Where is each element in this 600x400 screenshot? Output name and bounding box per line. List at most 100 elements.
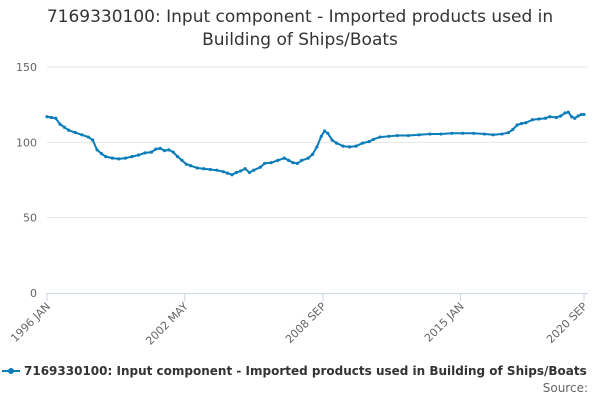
data-point-0-13[interactable] xyxy=(110,156,114,160)
data-point-0-1[interactable] xyxy=(49,115,53,120)
data-point-0-19[interactable] xyxy=(149,150,154,154)
data-point-0-88[interactable] xyxy=(563,111,567,115)
data-point-0-64[interactable] xyxy=(378,135,382,139)
data-point-0-11[interactable] xyxy=(99,152,104,156)
data-point-0-59[interactable] xyxy=(347,145,352,149)
data-point-0-42[interactable] xyxy=(263,161,267,166)
data-point-0-85[interactable] xyxy=(548,115,552,119)
data-point-0-0[interactable] xyxy=(45,115,49,119)
data-point-0-2[interactable] xyxy=(54,116,58,120)
data-point-0-23[interactable] xyxy=(167,148,171,152)
legend[interactable]: 7169330100: Input component - Imported p… xyxy=(2,364,587,378)
data-point-0-84[interactable] xyxy=(543,116,548,120)
data-point-0-93[interactable] xyxy=(579,112,583,117)
x-tick-label-1: 2002 MAY xyxy=(143,300,191,348)
data-point-0-70[interactable] xyxy=(439,132,443,136)
data-point-0-26[interactable] xyxy=(180,158,184,163)
data-point-0-90[interactable] xyxy=(569,115,574,119)
data-point-0-94[interactable] xyxy=(582,112,586,117)
data-point-0-4[interactable] xyxy=(62,125,67,129)
data-point-0-17[interactable] xyxy=(136,153,141,157)
data-point-0-50[interactable] xyxy=(306,156,310,160)
data-point-0-66[interactable] xyxy=(395,133,400,138)
data-point-0-41[interactable] xyxy=(258,165,262,169)
data-point-0-67[interactable] xyxy=(406,133,410,138)
data-point-0-21[interactable] xyxy=(158,146,162,150)
data-point-0-74[interactable] xyxy=(482,132,487,136)
data-point-0-75[interactable] xyxy=(491,133,495,137)
data-point-0-89[interactable] xyxy=(566,110,570,114)
data-point-0-55[interactable] xyxy=(326,131,330,135)
data-point-0-68[interactable] xyxy=(417,133,421,137)
chart-title: 7169330100: Input component - Imported p… xyxy=(0,6,600,52)
data-point-0-60[interactable] xyxy=(354,144,358,148)
series-line-0[interactable] xyxy=(46,111,584,176)
data-point-0-92[interactable] xyxy=(576,114,580,118)
data-point-0-14[interactable] xyxy=(117,157,121,161)
data-point-0-38[interactable] xyxy=(243,167,247,171)
data-point-0-43[interactable] xyxy=(269,161,273,165)
data-point-0-5[interactable] xyxy=(67,128,71,132)
data-point-0-24[interactable] xyxy=(171,150,175,154)
data-point-0-22[interactable] xyxy=(162,149,167,153)
data-point-0-3[interactable] xyxy=(58,122,62,126)
data-point-0-78[interactable] xyxy=(511,127,515,132)
data-point-0-83[interactable] xyxy=(537,117,541,121)
data-point-0-69[interactable] xyxy=(428,132,432,136)
data-point-0-48[interactable] xyxy=(295,161,299,166)
data-point-0-20[interactable] xyxy=(154,147,158,151)
data-point-0-86[interactable] xyxy=(554,115,558,120)
data-point-0-79[interactable] xyxy=(515,123,519,127)
data-point-0-76[interactable] xyxy=(500,132,504,136)
data-point-0-9[interactable] xyxy=(91,138,95,142)
data-point-0-10[interactable] xyxy=(95,148,99,152)
data-point-0-28[interactable] xyxy=(189,164,193,168)
data-point-0-35[interactable] xyxy=(230,173,234,177)
data-point-0-52[interactable] xyxy=(315,145,319,149)
data-point-0-29[interactable] xyxy=(195,166,199,170)
data-point-0-54[interactable] xyxy=(322,129,327,133)
data-point-0-71[interactable] xyxy=(450,131,454,135)
data-point-0-7[interactable] xyxy=(80,133,84,137)
data-point-0-30[interactable] xyxy=(202,167,206,171)
data-point-0-73[interactable] xyxy=(472,131,476,135)
data-point-0-56[interactable] xyxy=(330,138,334,142)
data-point-0-51[interactable] xyxy=(310,152,315,156)
data-point-0-72[interactable] xyxy=(461,131,465,135)
data-point-0-15[interactable] xyxy=(123,156,127,160)
data-point-0-62[interactable] xyxy=(367,139,371,144)
data-point-0-27[interactable] xyxy=(184,162,188,166)
data-point-0-63[interactable] xyxy=(371,137,376,141)
data-point-0-16[interactable] xyxy=(130,155,134,159)
data-point-0-87[interactable] xyxy=(559,114,563,118)
data-point-0-58[interactable] xyxy=(341,144,345,148)
data-point-0-61[interactable] xyxy=(361,141,365,145)
data-point-0-25[interactable] xyxy=(176,155,180,159)
data-point-0-8[interactable] xyxy=(86,135,90,139)
data-point-0-53[interactable] xyxy=(319,134,323,138)
data-point-0-33[interactable] xyxy=(221,170,225,174)
data-point-0-49[interactable] xyxy=(300,158,304,163)
data-point-0-40[interactable] xyxy=(252,168,256,172)
data-point-0-47[interactable] xyxy=(291,161,295,165)
data-point-0-91[interactable] xyxy=(573,116,577,120)
data-point-0-81[interactable] xyxy=(524,121,528,125)
data-point-0-80[interactable] xyxy=(519,121,524,126)
data-point-0-36[interactable] xyxy=(234,170,238,175)
data-point-0-32[interactable] xyxy=(215,168,219,172)
data-point-0-44[interactable] xyxy=(276,158,280,163)
data-point-0-46[interactable] xyxy=(287,158,291,163)
chart-title-line-1: 7169330100: Input component - Imported p… xyxy=(46,7,554,27)
data-point-0-6[interactable] xyxy=(73,130,77,135)
data-point-0-57[interactable] xyxy=(334,141,339,145)
data-point-0-77[interactable] xyxy=(506,130,511,135)
data-point-0-12[interactable] xyxy=(104,155,108,159)
data-point-0-65[interactable] xyxy=(387,134,391,138)
data-point-0-39[interactable] xyxy=(247,170,252,175)
data-point-0-18[interactable] xyxy=(143,151,147,155)
data-point-0-37[interactable] xyxy=(239,169,243,173)
data-point-0-45[interactable] xyxy=(282,156,286,160)
data-point-0-34[interactable] xyxy=(226,171,230,175)
data-point-0-31[interactable] xyxy=(208,167,212,172)
data-point-0-82[interactable] xyxy=(530,118,535,122)
